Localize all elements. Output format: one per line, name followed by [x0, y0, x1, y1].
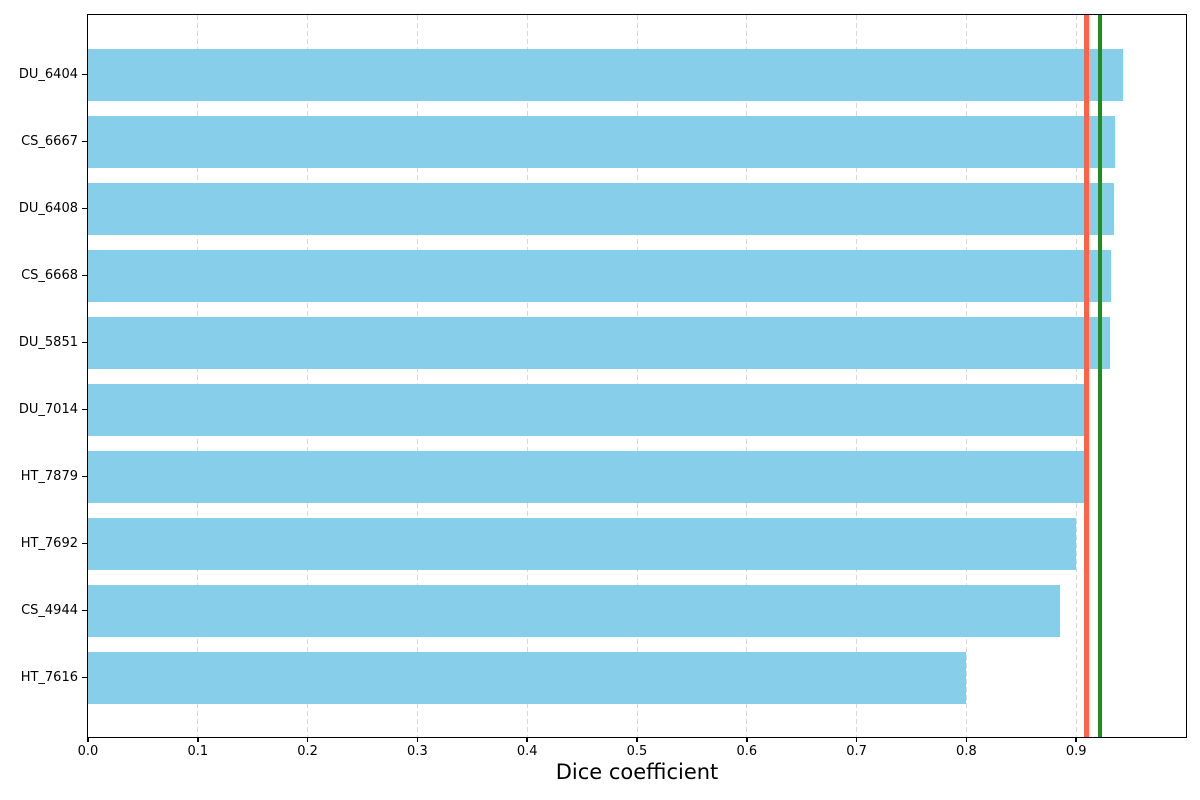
x-tick-label-0.4: 0.4: [516, 744, 538, 759]
x-tick-label-0.5: 0.5: [626, 744, 648, 759]
x-tick-label-0.2: 0.2: [297, 744, 318, 759]
y-tick-label-CS_4944: CS_4944: [21, 602, 78, 618]
gridline-x-0.5: [636, 15, 638, 737]
gridline-x-0.7: [856, 15, 858, 737]
x-tick-mark-0.0: [87, 737, 89, 742]
bar-DU_7014: [88, 383, 1089, 436]
y-tick-label-DU_7014: DU_7014: [18, 401, 78, 417]
bar-CS_6668: [88, 249, 1112, 302]
gridline-x-0.9: [1075, 15, 1077, 737]
gridline-x-0.3: [416, 15, 418, 737]
y-tick-label-HT_7616: HT_7616: [20, 669, 78, 685]
bar-CS_4944: [88, 584, 1060, 637]
x-tick-mark-0.6: [746, 737, 748, 742]
x-tick-mark-0.8: [965, 737, 968, 742]
x-axis-title: Dice coefficient: [555, 760, 719, 784]
y-tick-mark-CS_6668: [82, 274, 87, 277]
y-tick-mark-HT_7616: [82, 676, 87, 679]
y-tick-label-CS_6667: CS_6667: [21, 133, 78, 149]
gridline-x-0.8: [965, 15, 967, 737]
green-reference-line: [1098, 15, 1103, 737]
x-tick-mark-0.7: [855, 737, 858, 742]
y-tick-mark-CS_4944: [82, 609, 87, 612]
bar-DU_6404: [88, 48, 1124, 101]
y-tick-label-HT_7692: HT_7692: [20, 535, 78, 551]
bar-HT_7616: [88, 651, 967, 704]
x-tick-mark-0.2: [306, 737, 309, 742]
bar-DU_6408: [88, 182, 1114, 235]
x-tick-mark-0.4: [526, 737, 528, 742]
x-tick-label-0.9: 0.9: [1065, 744, 1087, 759]
x-tick-mark-0.9: [1075, 737, 1077, 742]
bar-CS_6667: [88, 115, 1115, 168]
bar-HT_7879: [88, 450, 1085, 503]
plot-area: [87, 14, 1187, 738]
bar-HT_7692: [88, 517, 1077, 570]
y-tick-mark-DU_6404: [82, 73, 87, 76]
x-tick-mark-0.3: [416, 737, 419, 742]
y-tick-label-DU_6404: DU_6404: [18, 66, 78, 82]
gridline-x-0.6: [746, 15, 748, 737]
y-tick-mark-DU_7014: [82, 408, 87, 411]
y-tick-mark-HT_7879: [82, 475, 87, 478]
y-tick-mark-DU_6408: [82, 207, 87, 210]
y-tick-label-HT_7879: HT_7879: [20, 468, 78, 484]
x-tick-label-0.7: 0.7: [846, 744, 867, 759]
y-tick-mark-HT_7692: [82, 542, 87, 545]
gridline-x-0.4: [526, 15, 528, 737]
red-reference-line: [1083, 15, 1089, 737]
y-tick-label-CS_6668: CS_6668: [21, 267, 78, 283]
y-tick-label-DU_5851: DU_5851: [18, 334, 78, 350]
gridline-x-0.2: [307, 15, 309, 737]
y-tick-label-DU_6408: DU_6408: [18, 200, 78, 216]
y-tick-mark-CS_6667: [82, 140, 87, 143]
y-tick-mark-DU_5851: [82, 341, 87, 344]
x-tick-mark-0.5: [636, 737, 638, 742]
x-tick-label-0.6: 0.6: [736, 744, 758, 759]
gridline-x-0.1: [197, 15, 199, 737]
x-tick-label-0.0: 0.0: [77, 744, 99, 759]
x-tick-mark-0.1: [197, 737, 199, 742]
bar-DU_5851: [88, 316, 1111, 369]
x-tick-label-0.8: 0.8: [956, 744, 977, 759]
x-tick-label-0.3: 0.3: [407, 744, 428, 759]
x-tick-label-0.1: 0.1: [187, 744, 209, 759]
